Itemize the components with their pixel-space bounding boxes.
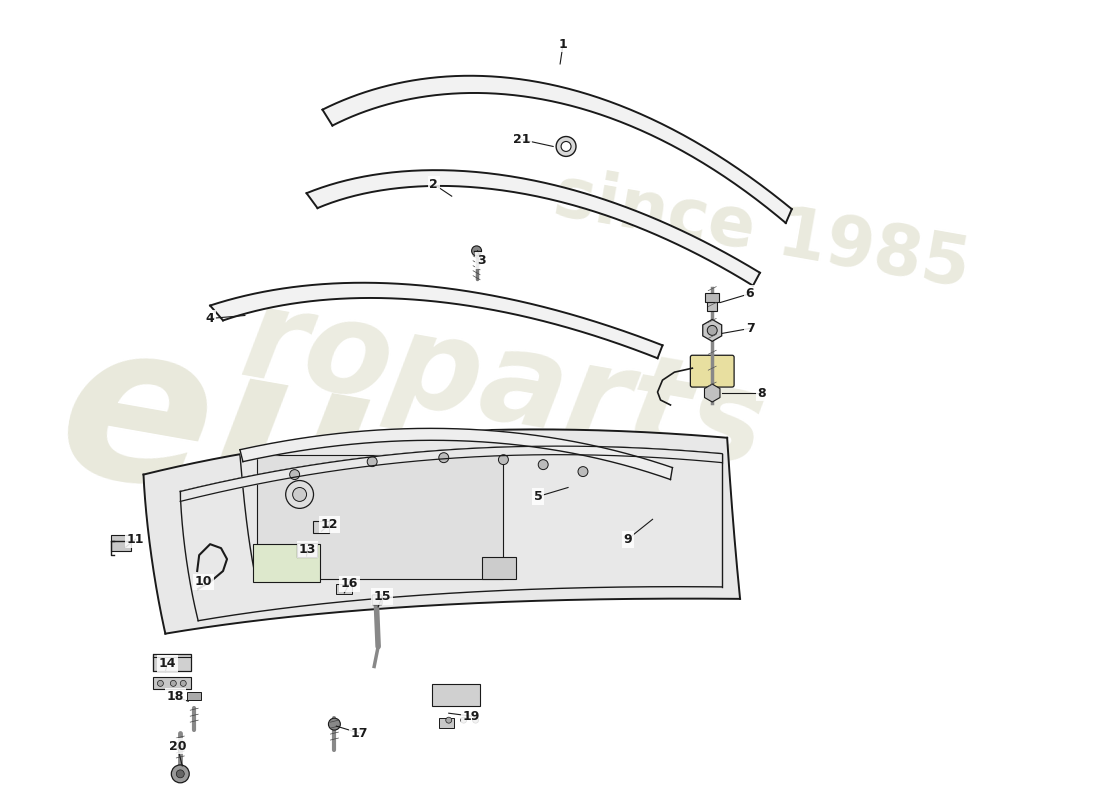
Circle shape [172, 765, 189, 783]
Circle shape [439, 453, 449, 462]
Text: 1: 1 [559, 38, 568, 50]
Circle shape [170, 680, 176, 686]
Bar [111, 535, 131, 551]
Text: eu: eu [44, 302, 386, 567]
Text: 7: 7 [746, 322, 755, 335]
Text: 16: 16 [341, 578, 358, 590]
Bar [297, 543, 317, 557]
FancyBboxPatch shape [691, 355, 734, 387]
Circle shape [367, 457, 377, 466]
Circle shape [289, 470, 299, 479]
Bar [187, 692, 201, 700]
Text: 8: 8 [758, 386, 767, 399]
Polygon shape [180, 446, 723, 502]
Polygon shape [210, 282, 662, 358]
Text: 21: 21 [513, 133, 530, 146]
Circle shape [293, 487, 307, 502]
Circle shape [473, 717, 478, 723]
FancyBboxPatch shape [372, 595, 382, 605]
Circle shape [498, 454, 508, 465]
Text: 5: 5 [534, 490, 542, 503]
Text: 12: 12 [321, 518, 338, 530]
Polygon shape [256, 454, 504, 579]
Bar [312, 522, 329, 534]
Circle shape [157, 680, 164, 686]
Bar [439, 718, 453, 728]
Text: 10: 10 [195, 575, 212, 589]
Circle shape [557, 137, 576, 156]
Text: since 1985: since 1985 [549, 162, 975, 301]
Bar [482, 557, 516, 579]
Text: 4: 4 [206, 312, 214, 325]
Text: 15: 15 [373, 590, 390, 603]
Text: 11: 11 [126, 533, 144, 546]
Bar [153, 678, 191, 690]
Bar [705, 293, 719, 302]
Text: 18: 18 [166, 690, 184, 702]
Text: 6: 6 [746, 287, 755, 300]
Circle shape [472, 246, 482, 256]
Text: roparts: roparts [232, 278, 774, 493]
Text: 17: 17 [351, 726, 369, 739]
Bar [153, 654, 191, 671]
Bar [707, 302, 717, 310]
Polygon shape [307, 170, 760, 286]
Polygon shape [322, 76, 792, 223]
Bar [253, 544, 320, 582]
Bar [432, 684, 480, 706]
Circle shape [329, 718, 340, 730]
Circle shape [176, 770, 185, 778]
Bar [337, 584, 352, 594]
Polygon shape [143, 430, 740, 634]
Circle shape [561, 142, 571, 151]
Circle shape [538, 460, 548, 470]
Polygon shape [240, 428, 672, 479]
Text: 2: 2 [429, 178, 438, 190]
Text: 14: 14 [158, 657, 176, 670]
Circle shape [461, 717, 466, 723]
Text: 3: 3 [477, 254, 486, 267]
Circle shape [578, 466, 587, 477]
Text: 19: 19 [463, 710, 481, 722]
Circle shape [446, 717, 452, 723]
Text: 9: 9 [624, 533, 632, 546]
Circle shape [707, 326, 717, 335]
Text: 20: 20 [168, 739, 186, 753]
Circle shape [180, 680, 186, 686]
Text: 13: 13 [299, 542, 316, 556]
